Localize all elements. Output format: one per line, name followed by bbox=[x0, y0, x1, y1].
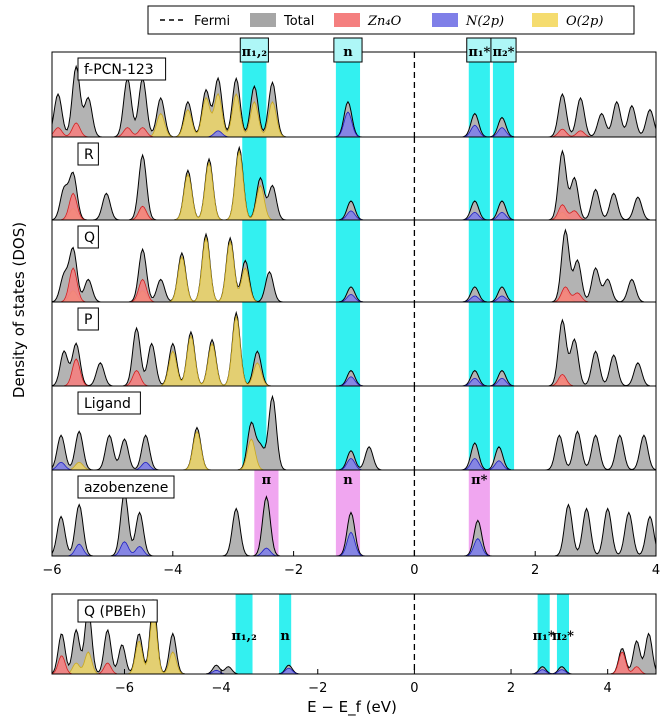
legend-item-3: N(2p) bbox=[432, 13, 504, 29]
dos-panel-r: R bbox=[51, 136, 657, 221]
band-2 bbox=[468, 220, 490, 302]
band-label-2: π* bbox=[471, 473, 488, 488]
panel-label: f-PCN-123 bbox=[84, 62, 154, 78]
legend-label: O(2p) bbox=[566, 14, 603, 29]
ylabel: Density of states (DOS) bbox=[10, 222, 28, 398]
xtick-label: −4 bbox=[163, 563, 182, 578]
panel-label-box bbox=[77, 475, 175, 499]
xtick-label: 2 bbox=[507, 681, 515, 696]
band-3 bbox=[492, 220, 515, 302]
band-label-0: π₁,₂ bbox=[231, 629, 256, 644]
xtick-label: −6 bbox=[42, 563, 61, 578]
band-label-0: π₁,₂ bbox=[242, 45, 267, 60]
dos-panel-azobenzene: azobenzene π n π* bbox=[51, 469, 657, 557]
legend-label: Total bbox=[283, 14, 314, 29]
legend-swatch bbox=[334, 13, 360, 27]
panel-label-box bbox=[77, 307, 99, 331]
band-0 bbox=[235, 594, 253, 674]
curve-total bbox=[51, 394, 657, 471]
curve-total bbox=[51, 310, 656, 387]
panel-label-box bbox=[77, 142, 99, 166]
band-1 bbox=[279, 594, 292, 674]
xtick-label: 2 bbox=[531, 563, 539, 578]
band-label-3: π₂* bbox=[552, 629, 574, 644]
curve-total bbox=[51, 145, 656, 221]
legend-item-4: O(2p) bbox=[532, 13, 603, 29]
panel-label: Ligand bbox=[84, 396, 131, 412]
panel-label-box bbox=[77, 599, 158, 623]
band-2 bbox=[468, 137, 490, 220]
panel-label-box bbox=[77, 57, 167, 81]
band-label-box-3 bbox=[490, 37, 517, 63]
xtick-label: 0 bbox=[410, 563, 418, 578]
panel-label: azobenzene bbox=[84, 480, 168, 496]
panel-frame bbox=[51, 469, 657, 557]
band-label-2: π₁* bbox=[468, 45, 490, 60]
band-label-box-0 bbox=[239, 37, 269, 63]
legend-item-0: Fermi bbox=[160, 14, 230, 29]
xtick-label: 4 bbox=[604, 681, 612, 696]
legend-swatch bbox=[532, 13, 558, 27]
xtick-label: −2 bbox=[308, 681, 327, 696]
band-label-3: π₂* bbox=[492, 45, 514, 60]
panel-label-box bbox=[77, 391, 141, 415]
panel-label: Q bbox=[84, 230, 95, 246]
band-label-1: n bbox=[343, 45, 353, 60]
xlabel-bottom: E − E_f (eV) bbox=[307, 698, 397, 717]
band-1 bbox=[335, 302, 361, 386]
band-3 bbox=[492, 52, 515, 137]
band-1 bbox=[335, 220, 361, 302]
dos-panel-q-pbeh-: Q (PBEh) π₁,₂ n π₁*π₂* bbox=[51, 593, 657, 675]
legend-label: Fermi bbox=[194, 14, 230, 29]
band-label-2: π₁* bbox=[533, 629, 555, 644]
panel-label: P bbox=[84, 312, 92, 328]
xtick-label: 0 bbox=[410, 681, 418, 696]
band-label-box-1 bbox=[333, 37, 363, 63]
panel-label: R bbox=[84, 147, 94, 163]
dos-panel-ligand: Ligand bbox=[51, 385, 657, 471]
band-label-1: n bbox=[280, 629, 290, 644]
dos-panel-f-pcn-123: f-PCN-123 π₁,₂ n π₁* π₂* bbox=[51, 37, 657, 138]
panel-frame bbox=[51, 593, 657, 675]
legend-swatch bbox=[432, 13, 458, 27]
legend-item-1: Total bbox=[250, 13, 314, 29]
band-3 bbox=[492, 137, 515, 220]
legend-item-2: Zn₄O bbox=[334, 13, 402, 29]
band-label-0: π bbox=[262, 473, 272, 488]
xtick-label: 4 bbox=[652, 563, 660, 578]
legend: Fermi Total Zn₄O N(2p) O(2p) bbox=[147, 5, 635, 35]
xtick-label: −2 bbox=[284, 563, 303, 578]
band-2 bbox=[468, 302, 490, 386]
legend-swatch bbox=[250, 13, 276, 27]
panel-label: Q (PBEh) bbox=[84, 604, 146, 620]
xtick-label: −4 bbox=[212, 681, 231, 696]
legend-label: N(2p) bbox=[465, 14, 504, 29]
dos-panel-p: P bbox=[51, 301, 657, 387]
panel-label-box bbox=[77, 225, 99, 249]
dos-panel-q: Q bbox=[51, 219, 657, 303]
band-label-1: n bbox=[343, 473, 353, 488]
legend-label: Zn₄O bbox=[367, 14, 402, 29]
xtick-label: −6 bbox=[115, 681, 134, 696]
band-3 bbox=[492, 302, 515, 386]
band-3 bbox=[556, 594, 570, 674]
band-2 bbox=[537, 594, 550, 674]
